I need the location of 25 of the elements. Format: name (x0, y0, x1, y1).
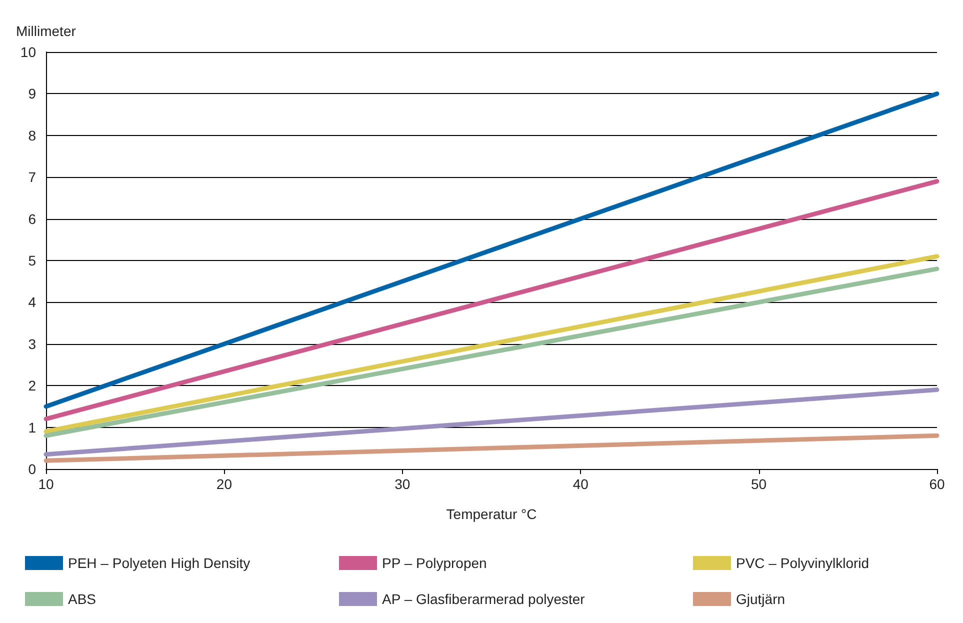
y-axis-title: Millimeter (16, 23, 76, 39)
y-tick-label: 0 (28, 461, 36, 477)
x-tick-label: 60 (929, 476, 945, 492)
y-tick-label: 10 (20, 44, 36, 60)
legend-label: PP – Polypropen (382, 555, 487, 571)
legend-label: Gjutjärn (736, 591, 786, 607)
y-tick-label: 4 (28, 294, 36, 310)
x-tick-label: 40 (572, 476, 589, 492)
x-axis-title: Temperatur °C (446, 506, 537, 522)
x-tick-label: 10 (38, 476, 54, 492)
y-tick-label: 5 (28, 252, 36, 268)
legend-label: PVC – Polyvinylklorid (736, 555, 870, 571)
y-tick-label: 6 (28, 210, 36, 227)
y-tick-label: 9 (28, 86, 36, 102)
y-tick-label: 8 (28, 127, 36, 144)
legend-label: ABS (68, 591, 96, 607)
y-tick-label: 2 (28, 378, 36, 394)
x-tick-label: 30 (394, 476, 410, 492)
y-tick-label: 7 (28, 169, 36, 186)
x-tick-label: 50 (751, 476, 767, 492)
x-tick-label: 20 (216, 476, 232, 492)
y-tick-label: 1 (28, 419, 36, 436)
legend-label: PEH – Polyeten High Density (68, 555, 250, 571)
legend-label: AP – Glasfiberarmerad polyester (382, 591, 586, 607)
y-tick-label: 3 (28, 336, 36, 352)
